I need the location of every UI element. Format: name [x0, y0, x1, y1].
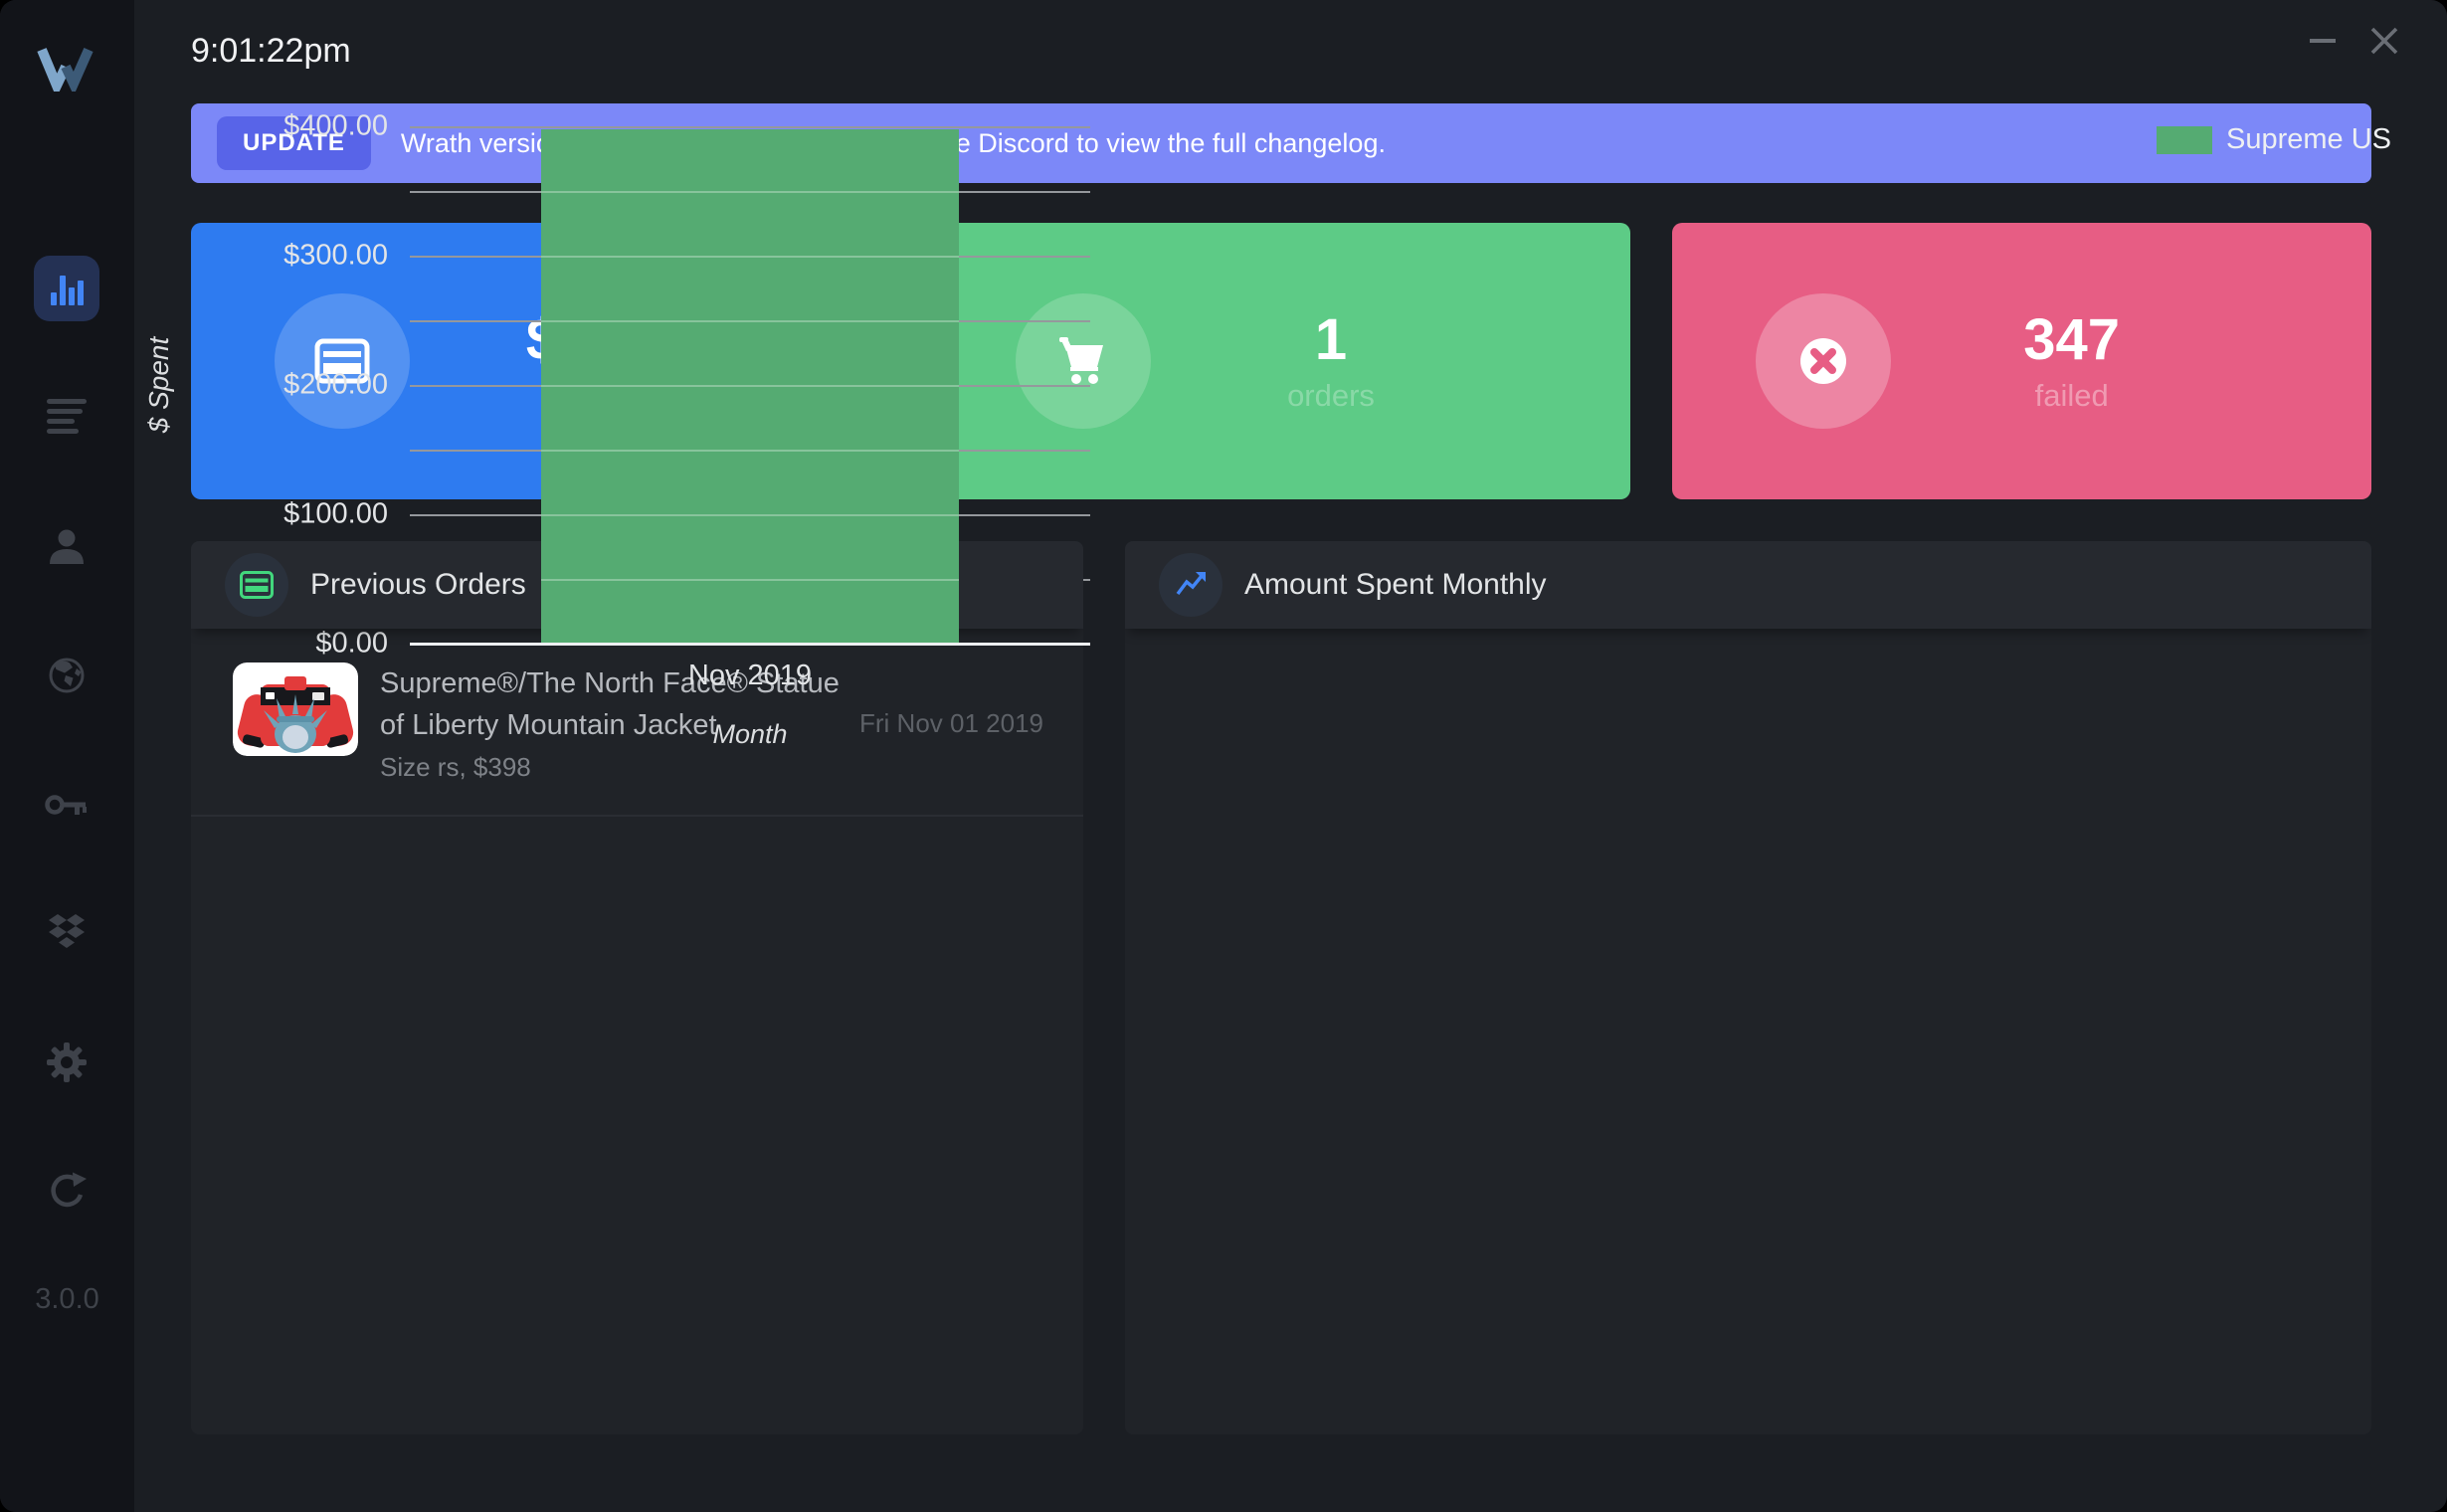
gear-icon — [45, 1040, 89, 1084]
previous-orders-list: Supreme®/The North Face® Statue of Liber… — [191, 629, 1083, 1434]
sidebar-item-refresh[interactable] — [34, 1159, 99, 1225]
wrath-logo — [36, 44, 99, 98]
amount-spent-panel: Amount Spent Monthly $0.00 $100.00 $200.00… — [143, 109, 2391, 1434]
sidebar: 3.0.0 — [0, 0, 134, 1512]
refresh-icon — [45, 1170, 89, 1214]
order-list-item[interactable]: Supreme®/The North Face® Statue of Liber… — [191, 629, 1083, 818]
amount-spent-header: Amount Spent Monthly — [1125, 541, 2371, 629]
stat-card-failed: 347 failed — [1672, 223, 2372, 499]
shopping-cart-icon — [1015, 293, 1151, 429]
failed-label: failed — [2034, 377, 2109, 413]
sidebar-item-settings[interactable] — [34, 1030, 99, 1095]
orders-label: orders — [1287, 377, 1375, 413]
key-icon — [44, 783, 90, 827]
globe-icon — [45, 654, 89, 697]
sidebar-item-proxies[interactable] — [34, 643, 99, 708]
stat-cards: $398 spent — [191, 223, 2372, 499]
bar-chart-icon — [45, 267, 89, 310]
product-image — [233, 662, 358, 756]
credit-card-icon — [225, 553, 288, 617]
main-content: 9:01:22pm UPDATE Wrath version 3.0.0 has… — [134, 0, 2447, 1512]
credit-card-icon — [275, 293, 410, 429]
minimize-button[interactable] — [2306, 24, 2340, 58]
chart-container: $0.00 $100.00 $200.00 $300.00 $400.00 $ Spen… — [143, 109, 2391, 750]
sidebar-item-dropbox[interactable] — [34, 900, 99, 966]
dropbox-icon — [45, 913, 89, 953]
x-circle-icon — [1756, 293, 1892, 429]
clock: 9:01:22pm — [191, 32, 351, 70]
order-title: Supreme®/The North Face® Statue of Liber… — [380, 667, 840, 742]
stat-card-orders: 1 orders — [931, 223, 1631, 499]
panel-title: Previous Orders — [310, 568, 526, 601]
window-controls — [2306, 24, 2401, 58]
sidebar-item-dashboard[interactable] — [34, 256, 99, 321]
failed-value: 347 — [2023, 307, 2121, 373]
app-version: 3.0.0 — [35, 1283, 99, 1315]
titlebar: 9:01:22pm — [191, 0, 2398, 103]
update-badge: UPDATE — [217, 116, 371, 170]
order-details: Size rs, $398 — [380, 752, 531, 783]
queue-lines-icon — [45, 398, 89, 436]
close-button[interactable] — [2367, 24, 2401, 58]
panel-title: Amount Spent Monthly — [1244, 568, 1547, 601]
order-date: Fri Nov 01 2019 — [859, 708, 1043, 738]
trending-up-icon — [1159, 553, 1223, 617]
previous-orders-panel: Previous Orders — [191, 541, 1083, 1434]
sidebar-item-accounts[interactable] — [34, 772, 99, 838]
sidebar-item-tasks[interactable] — [34, 384, 99, 450]
orders-value: 1 — [1314, 307, 1348, 373]
person-icon — [45, 525, 89, 569]
sidebar-item-profiles[interactable] — [34, 514, 99, 580]
